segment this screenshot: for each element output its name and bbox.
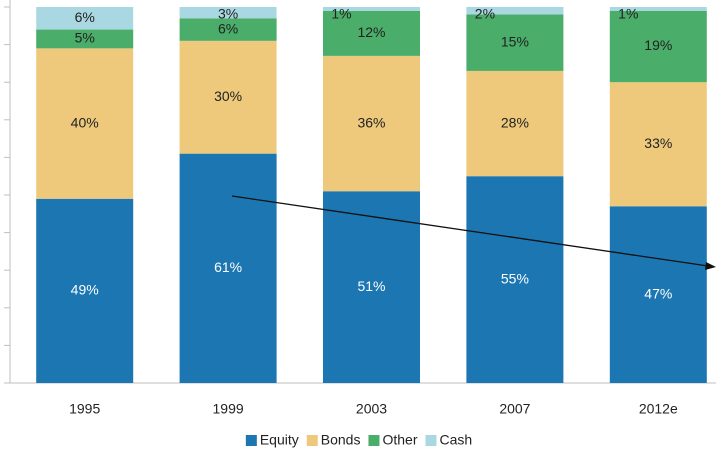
value-label: 33%	[644, 135, 672, 151]
value-label: 47%	[644, 285, 672, 301]
value-label: 61%	[214, 259, 242, 275]
legend-swatch	[368, 435, 380, 446]
legend: Equity Bonds Other Cash	[245, 432, 472, 448]
bar-segment	[609, 10, 707, 83]
value-label: 15%	[501, 33, 529, 49]
value-label: 3%	[218, 6, 238, 22]
legend-label: Equity	[260, 432, 299, 448]
x-tick-label: 2012e	[639, 401, 678, 417]
value-label: 36%	[357, 114, 385, 130]
bar-segment	[609, 7, 707, 11]
x-tick-label: 1999	[213, 401, 244, 417]
arrow-head	[705, 262, 716, 270]
value-label: 6%	[75, 9, 95, 25]
legend-swatch	[306, 435, 318, 446]
bar-segment	[36, 29, 134, 49]
legend-label: Other	[382, 432, 417, 448]
bar-segment	[466, 176, 564, 383]
value-label: 28%	[501, 114, 529, 130]
value-label: 1%	[618, 6, 638, 22]
bar-segment	[36, 7, 134, 30]
legend-swatch	[425, 435, 437, 446]
bar-segment	[323, 191, 420, 383]
bar-segment	[179, 40, 277, 154]
bar-segment	[323, 7, 420, 11]
bar-segment	[609, 206, 707, 383]
value-label: 49%	[71, 282, 99, 298]
bar-segment	[466, 7, 564, 15]
trend-arrow	[231, 195, 709, 267]
bar-segment	[179, 7, 277, 19]
value-label: 51%	[357, 278, 385, 294]
bar-segment	[323, 55, 420, 192]
value-label: 1%	[331, 6, 351, 22]
bar-segment	[36, 48, 134, 199]
legend-swatch	[245, 435, 257, 446]
value-label: 55%	[501, 270, 529, 286]
bar-segment	[466, 70, 564, 177]
legend-label: Cash	[439, 432, 472, 448]
bar-segment	[466, 14, 564, 71]
x-tick-label: 1995	[69, 401, 100, 417]
value-label: 19%	[644, 37, 672, 53]
value-label: 2%	[475, 6, 495, 22]
x-tick-label: 2007	[499, 401, 530, 417]
value-label: 40%	[71, 114, 99, 130]
value-label: 30%	[214, 88, 242, 104]
x-tick-label: 2003	[356, 401, 387, 417]
legend-label: Bonds	[321, 432, 361, 448]
bar-segment	[179, 18, 277, 41]
bar-segment	[179, 153, 277, 383]
value-label: 5%	[75, 30, 95, 46]
bar-segment	[36, 198, 134, 383]
value-label: 6%	[218, 20, 238, 36]
bar-segment	[609, 82, 707, 207]
plot: 199549%40%5%6%199961%30%6%3%200351%36%12…	[4, 6, 707, 417]
value-label: 12%	[357, 24, 385, 40]
bar-segment	[323, 10, 420, 56]
